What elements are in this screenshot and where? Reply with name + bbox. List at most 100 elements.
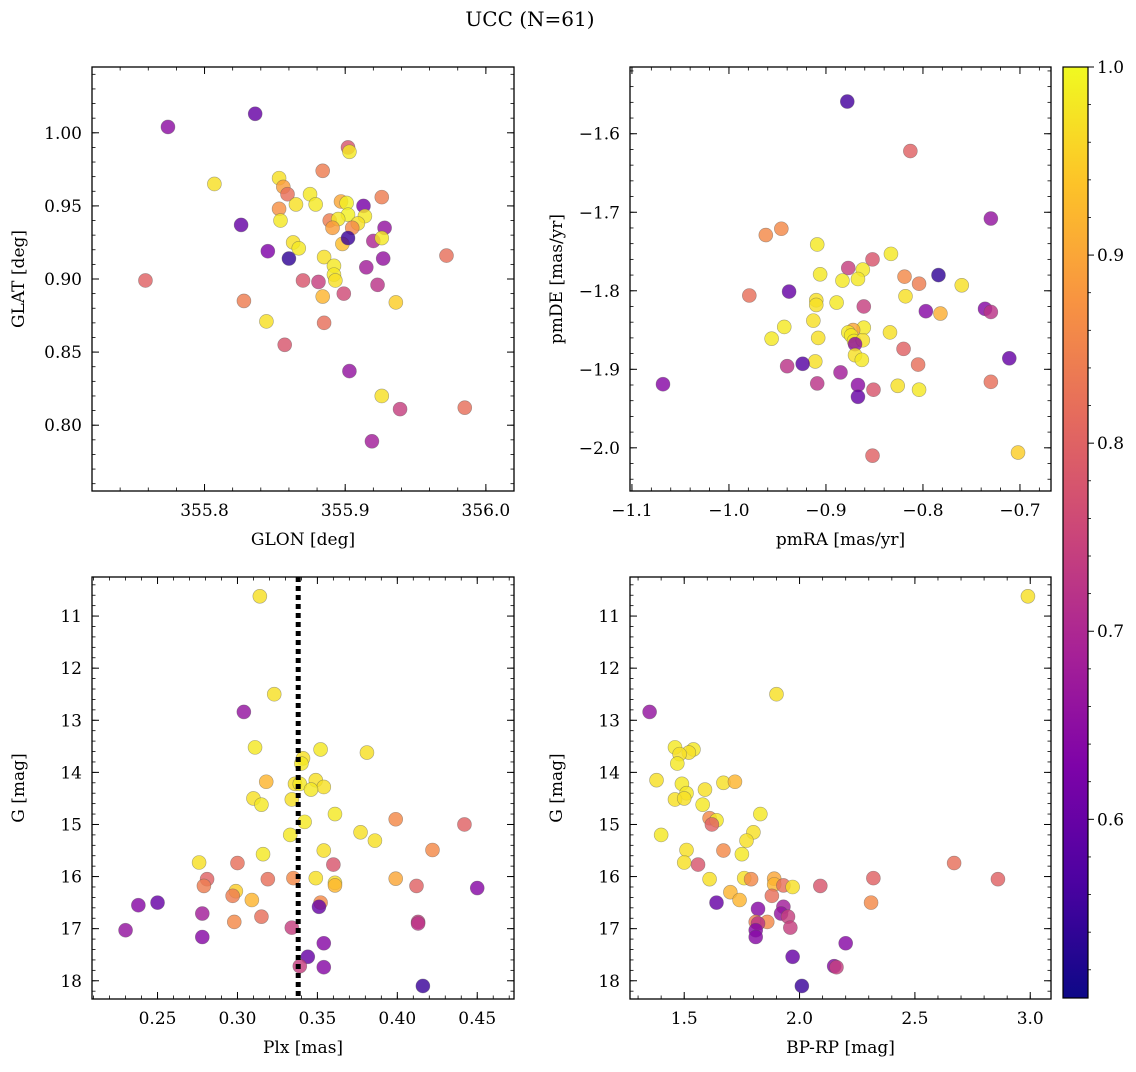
data-point [764,331,779,346]
data-point [316,249,332,265]
data-point [342,363,357,379]
data-point [702,871,717,887]
data-point [316,843,332,858]
data-point [1020,588,1036,604]
data-point [779,358,795,374]
y-tick-label: 0.95 [44,197,82,217]
data-point [774,221,789,237]
data-point [160,119,176,135]
colorbar-tick-label: 0.9 [1097,246,1124,266]
y-tick-label: 16 [598,868,620,888]
x-tick-label: 0.40 [378,1009,416,1029]
data-point [342,144,357,160]
scatter-points [138,106,473,449]
data-point [829,959,844,975]
y-tick-label: −1.8 [579,282,620,302]
x-tick-label: −1.0 [708,501,749,521]
y-tick-label: −1.7 [579,203,620,223]
data-point [415,978,431,994]
data-point [196,878,212,894]
data-point [739,833,754,848]
data-point [138,273,153,288]
y-tick-label: −1.9 [579,360,620,380]
data-point [727,774,743,790]
data-point [439,248,454,263]
y-axis-label: pmDE [mas/yr] [547,214,567,344]
data-point [866,870,881,886]
y-tick-label: 15 [598,815,620,835]
data-point [1010,445,1026,460]
data-point [325,220,340,236]
y-tick-label: 14 [60,763,82,783]
data-point [388,871,404,886]
data-point [716,843,731,858]
data-point [254,909,269,924]
data-point [676,855,692,870]
data-point [704,817,720,832]
data-point [732,892,747,908]
data-point [358,260,374,275]
x-tick-label: 0.30 [219,1009,257,1029]
x-axis-label: Plx [mas] [263,1038,343,1058]
data-point [838,935,853,951]
y-tick-label: 17 [60,920,82,940]
data-point [742,288,757,303]
scatter-points [118,577,485,999]
data-point [311,274,326,290]
data-point [983,211,999,226]
data-point [340,230,356,246]
data-point [118,922,133,938]
data-point [690,857,706,872]
y-tick-label: 18 [598,972,620,992]
data-point [903,143,918,159]
data-point [1001,351,1017,366]
data-point [883,246,899,262]
plot-frame [91,576,515,1000]
data-point [918,303,934,319]
data-point [642,704,657,720]
x-tick-label: 2.0 [786,1009,813,1029]
data-point [131,897,146,913]
data-point [743,871,759,887]
data-point [259,314,274,329]
data-point [388,295,404,310]
data-point [890,378,906,394]
y-tick-label: 13 [598,711,620,731]
data-point [850,389,866,405]
data-point [676,791,692,806]
data-point [697,782,713,797]
plot-frame [629,66,1052,492]
data-point [336,286,352,301]
y-tick-label: 13 [60,711,82,731]
data-point [769,686,784,702]
data-point [954,277,970,293]
data-point [809,376,825,391]
data-point [236,704,252,720]
y-axis-label: GLAT [deg] [9,230,29,328]
data-point [284,920,300,935]
data-point [260,243,276,259]
data-point [785,949,800,965]
data-point [748,929,764,945]
data-point [810,330,826,346]
y-tick-label: 17 [598,920,620,940]
data-point [375,251,391,266]
data-point [753,806,768,822]
data-point [300,949,316,965]
data-point [207,176,222,192]
x-tick-label: 355.8 [180,501,229,521]
y-tick-label: 18 [60,972,82,992]
data-point [795,356,810,372]
data-point [649,772,664,788]
data-point [392,401,408,417]
colorbar-tick-label: 1.0 [1097,58,1124,78]
data-point [794,978,810,994]
data-point [247,740,263,755]
data-point [273,213,288,228]
data-point [374,230,390,246]
data-point [896,341,911,357]
data-point [866,382,881,398]
data-point [315,289,330,304]
data-point [303,782,319,797]
data-point [911,276,927,292]
